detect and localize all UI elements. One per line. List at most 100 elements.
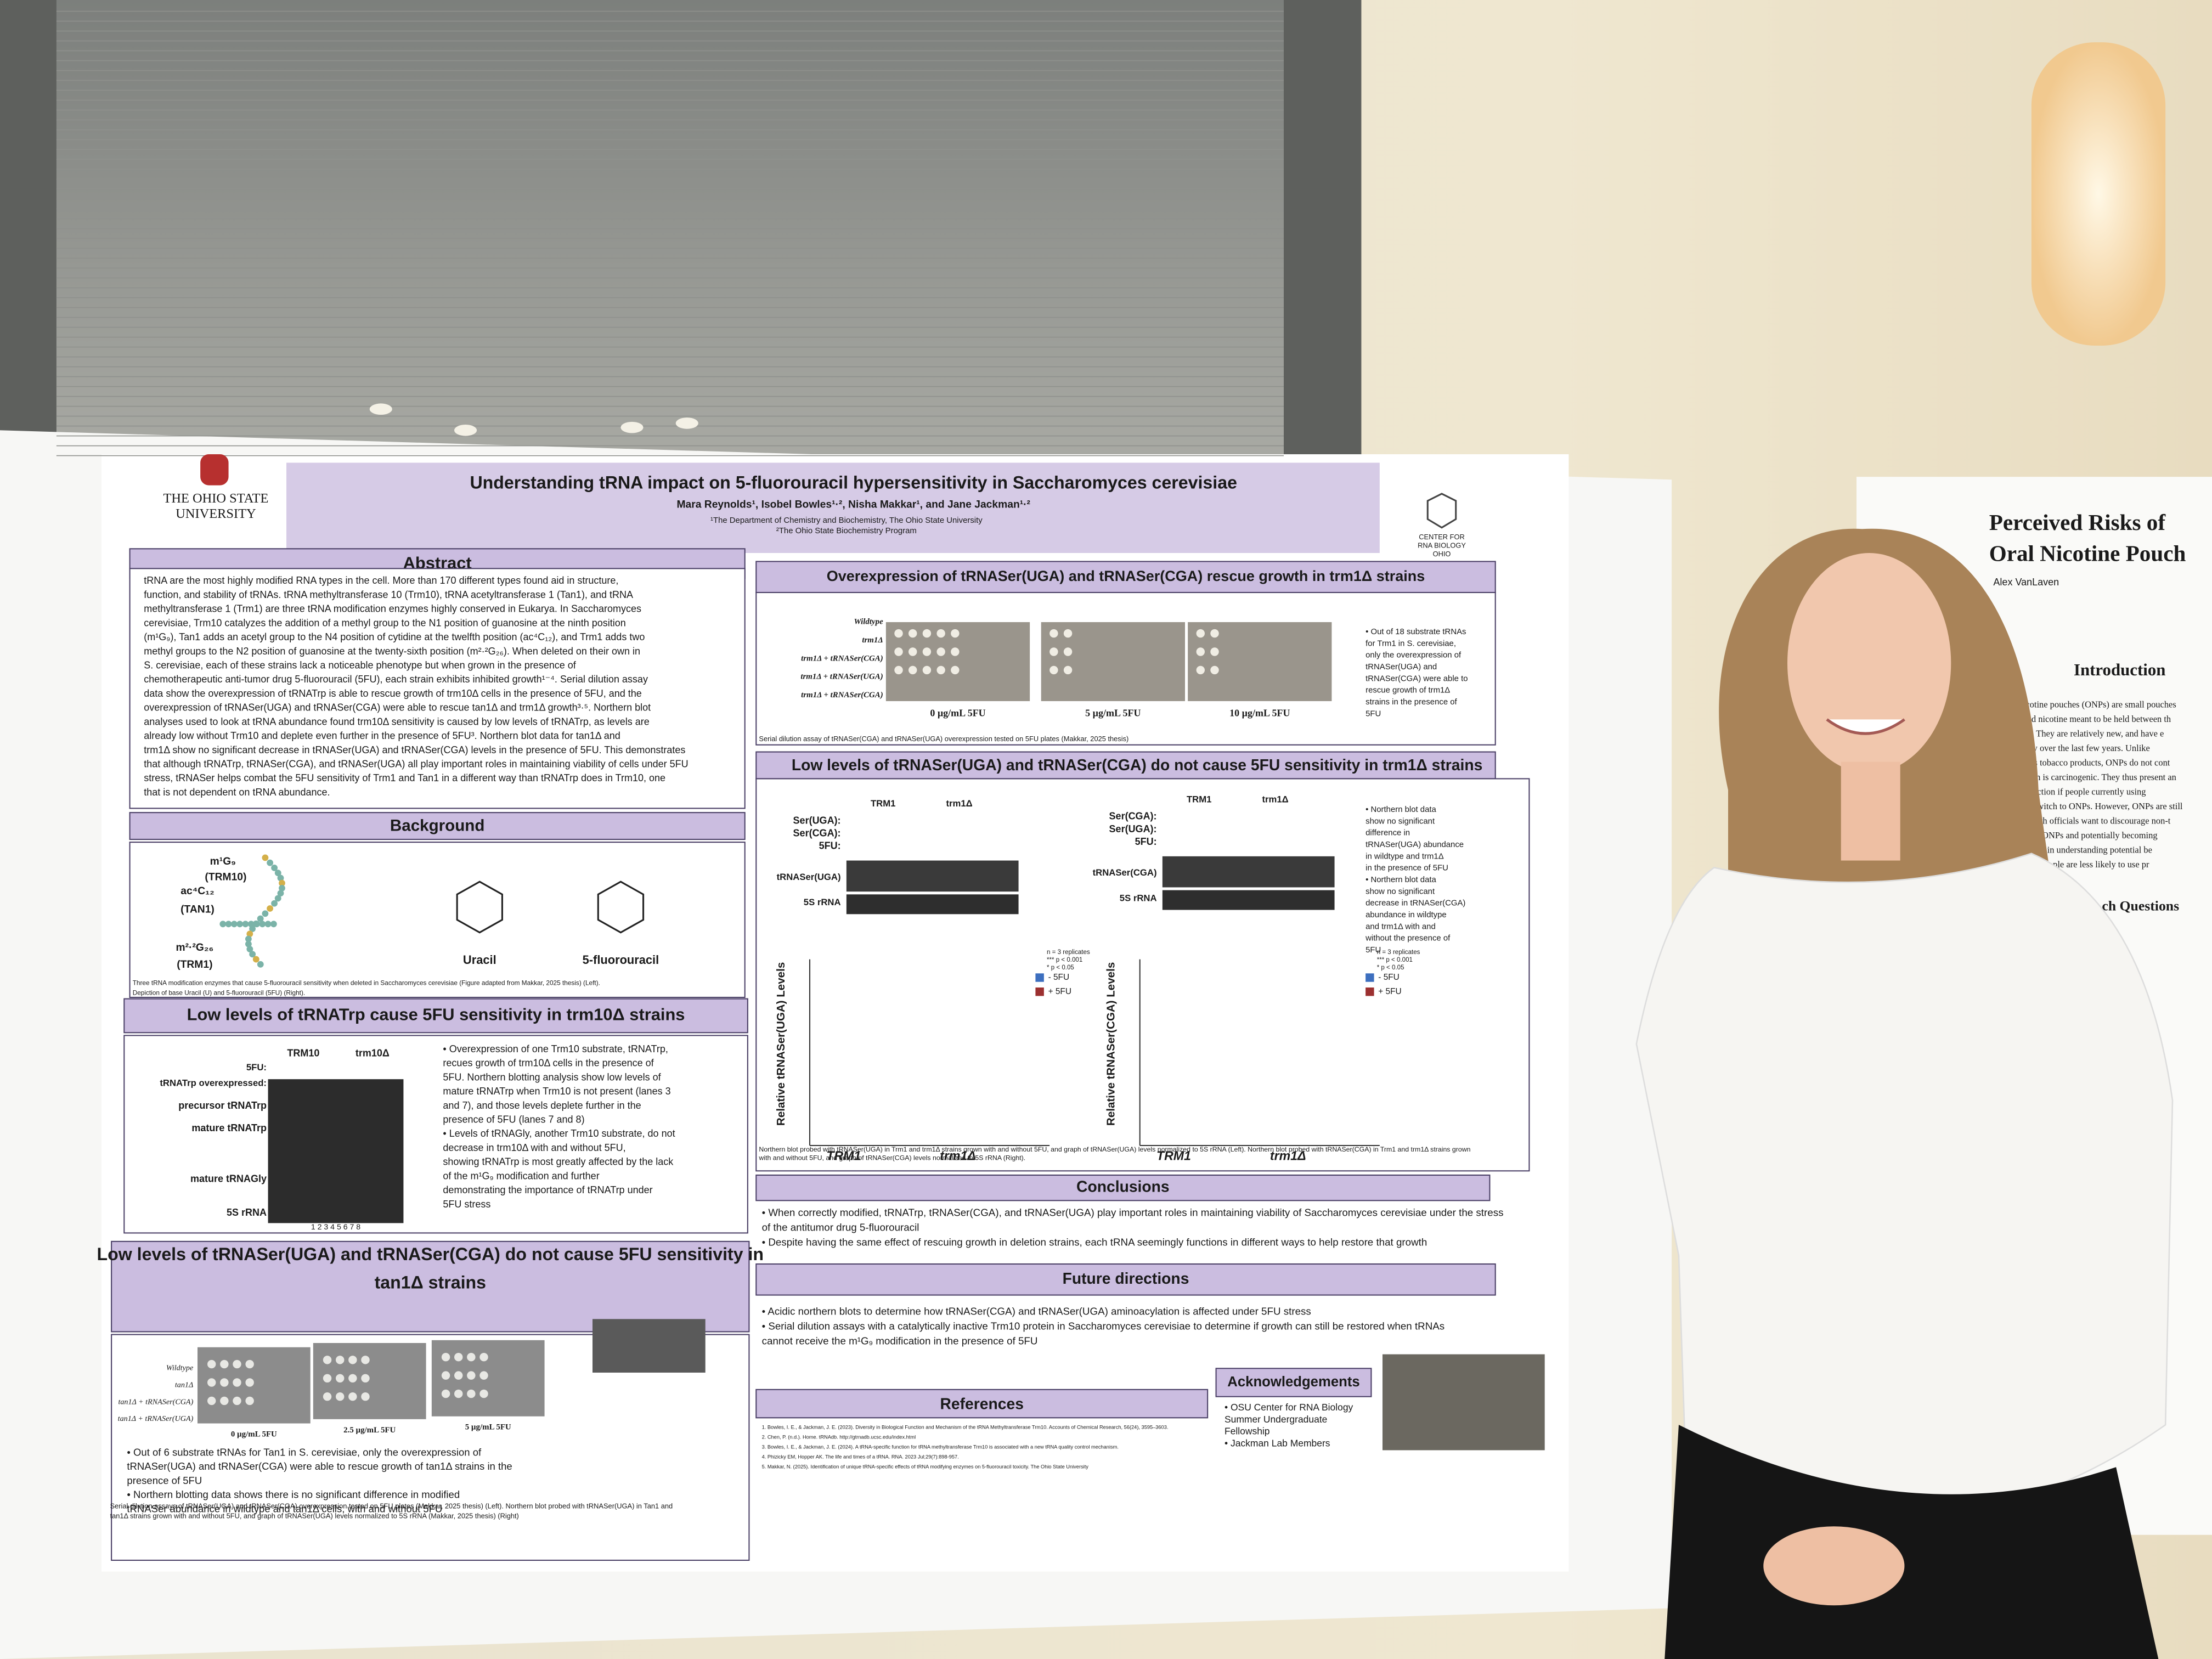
authors: Mara Reynolds¹, Isobel Bowles¹·², Nisha …	[676, 499, 1030, 511]
colony-spot	[1063, 647, 1073, 656]
colony-spot	[467, 1371, 476, 1380]
colony-spot	[1063, 629, 1073, 638]
colony-spot	[220, 1359, 229, 1369]
trna-bead	[230, 921, 238, 928]
colony-spot	[1210, 647, 1219, 656]
trp-bullet: presence of 5FU (lanes 7 and 8)	[443, 1114, 584, 1125]
fu-ring	[597, 881, 645, 934]
trna-bead	[271, 900, 278, 907]
abstract-line: data show the overexpression of tRNATrp …	[144, 688, 641, 699]
blot-label: Ser(CGA):	[793, 827, 841, 838]
colony-spot	[336, 1374, 345, 1383]
group-label: TRM1	[1156, 1149, 1191, 1163]
northern-blot	[268, 1079, 404, 1223]
side-title: Perceived Risks of	[1989, 510, 2166, 535]
northern-note: • Northern blot data	[1365, 876, 1436, 884]
trp-box	[123, 1035, 748, 1234]
blot-label: tRNASer(CGA)	[1093, 867, 1157, 878]
trna-bead	[277, 874, 284, 882]
overexpression-header	[755, 561, 1496, 594]
section-heading: References	[940, 1395, 1024, 1413]
side-line: and gum. They are relatively new, and ha…	[2000, 728, 2164, 738]
caption: tan1Δ strains grown with and without 5FU…	[110, 1512, 519, 1520]
stats-note: * p < 0.05	[1047, 964, 1074, 971]
colony-spot	[1210, 629, 1219, 638]
conclusion-line: • Despite having the same effect of resc…	[762, 1236, 1427, 1248]
osu-logo	[200, 454, 229, 486]
colony-spot	[454, 1371, 463, 1380]
trna-bead	[242, 921, 249, 928]
ceiling-light	[620, 421, 644, 433]
plate-label: 2.5 µg/mL 5FU	[343, 1426, 396, 1435]
blot-band	[1162, 856, 1335, 888]
future-line: • Acidic northern blots to determine how…	[762, 1305, 1311, 1317]
northern-note: and trm1Δ with and	[1365, 922, 1436, 931]
section-heading: tan1Δ strains	[375, 1272, 486, 1292]
conclusion-line: of the antitumor drug 5-fluorouracil	[762, 1221, 919, 1233]
trna-bead	[257, 961, 264, 968]
trp-bullet: and 7), and those levels deplete further…	[443, 1100, 641, 1111]
abstract-line: methyltransferase 1 (Trm1) are three tRN…	[144, 603, 641, 614]
tan1-bullet: • Northern blotting data shows there is …	[127, 1489, 460, 1500]
plate	[1188, 622, 1332, 701]
blot-label: trm10Δ	[356, 1048, 390, 1059]
northern-note: • Northern blot data	[1365, 805, 1436, 814]
trna-bead	[246, 946, 253, 952]
neck	[1841, 761, 1900, 861]
colony-spot	[323, 1356, 332, 1364]
structure-label: m¹G₉	[210, 856, 236, 867]
trna-bead	[259, 921, 266, 928]
center-logo: OHIO	[1433, 550, 1451, 558]
ceiling-light	[675, 417, 698, 429]
conclusions-header	[755, 1174, 1491, 1201]
legend-label: - 5FU	[1048, 973, 1070, 982]
abstract-line: S. cerevisiae, each of these strains lac…	[144, 659, 576, 670]
northern-note: difference in	[1365, 829, 1410, 838]
tan1-bullet: tRNASer(UGA) and tRNASer(CGA) were able …	[127, 1460, 512, 1472]
section-heading: Low levels of tRNASer(UGA) and tRNASer(C…	[792, 756, 1483, 774]
trp-bullet: demonstrating the importance of tRNATrp …	[443, 1184, 652, 1195]
affiliation: ²The Ohio State Biochemistry Program	[776, 527, 917, 535]
caption: Serial dilution assay of tRNASer(CGA) an…	[759, 735, 1128, 743]
northern-note: tRNASer(UGA) abundance	[1365, 840, 1464, 849]
abstract-line: analyses used to look at tRNA abundance …	[144, 716, 649, 727]
northern-note: without the presence of	[1365, 934, 1451, 943]
blot-label: 5S rRNA	[804, 897, 841, 907]
colony-spot	[951, 629, 960, 638]
colony-spot	[1210, 665, 1219, 675]
structure-label: (TRM1)	[177, 959, 212, 970]
side-line: powdered nicotine meant to be held betwe…	[2000, 714, 2171, 724]
side-line: leaf, which is carcinogenic. They thus p…	[2000, 772, 2176, 782]
blot-band	[1162, 890, 1335, 910]
legend-swatch	[1035, 988, 1044, 996]
northern-note: abundance in wildtype	[1365, 911, 1447, 919]
tan1-bullet: • Out of 6 substrate tRNAs for Tan1 in S…	[127, 1446, 482, 1458]
structure-label: ac⁴C₁₂	[180, 885, 214, 897]
blot-label: trm1Δ	[946, 798, 972, 809]
caption: with and without 5FU, and graph of tRNAS…	[758, 1154, 1025, 1161]
legend-label: + 5FU	[1378, 987, 1401, 996]
colony-spot	[909, 629, 917, 638]
colony-spot	[894, 665, 903, 675]
legend-label: + 5FU	[1048, 987, 1071, 996]
strain-label: trm1Δ + tRNASer(UGA)	[800, 673, 883, 681]
blot-band	[846, 860, 1019, 892]
colony-spot	[922, 647, 932, 656]
strain-label: tan1Δ	[175, 1380, 193, 1389]
colony-spot	[323, 1374, 332, 1383]
plate	[198, 1347, 311, 1424]
institution: UNIVERSITY	[176, 506, 256, 521]
structure-label: (TRM10)	[205, 872, 246, 883]
wall-lamp	[2031, 42, 2166, 346]
plate-label: 0 µg/mL 5FU	[930, 707, 985, 718]
colony-spot	[1196, 647, 1205, 656]
structure-label: (TAN1)	[180, 904, 215, 916]
colony-spot	[361, 1392, 370, 1401]
overexpression-note: 5FU	[1365, 709, 1381, 718]
blot-label: 5FU:	[819, 840, 841, 851]
axis-label: Relative tRNASer(UGA) Levels	[775, 962, 787, 1126]
poster-title: Understanding tRNA impact on 5-fluoroura…	[470, 472, 1237, 492]
overexpression-note: tRNASer(UGA) and	[1365, 663, 1437, 672]
abstract-line: tRNA are the most highly modified RNA ty…	[144, 575, 618, 586]
